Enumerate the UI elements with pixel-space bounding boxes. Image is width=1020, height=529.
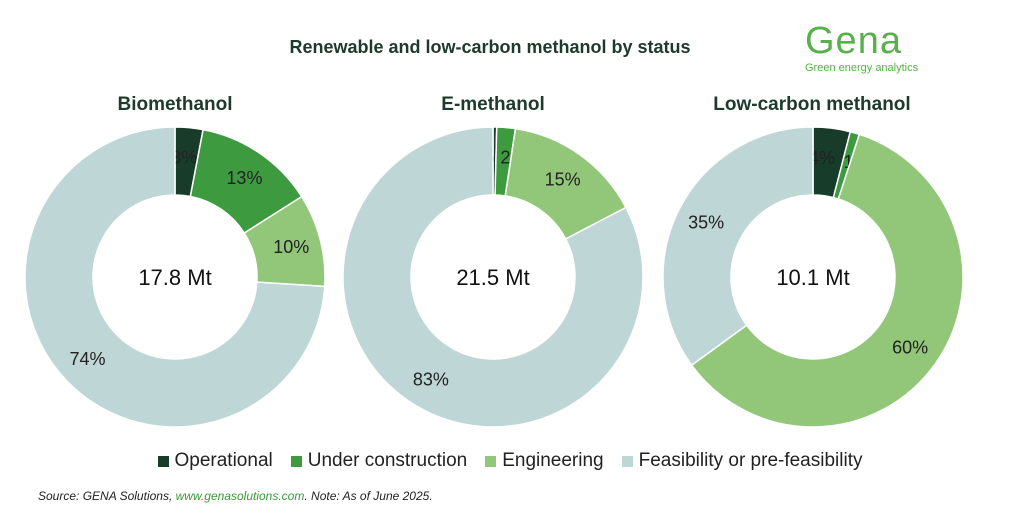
legend-label-feasibility: Feasibility or pre-feasibility [638, 450, 863, 471]
slice-low-carbon-methanol-engineering [690, 133, 964, 428]
data-label-low-carbon-methanol-feasibility: 35% [688, 213, 724, 233]
gena-logo: Gena Green energy analytics [805, 22, 930, 74]
data-label-biomethanol-under-construction: 13% [226, 168, 262, 188]
legend-item-feasibility: Feasibility or pre-feasibility [621, 450, 863, 472]
data-label-biomethanol-operational: 3% [171, 148, 197, 168]
legend-item-engineering: Engineering [485, 450, 604, 472]
legend-swatch-under-construction [290, 455, 302, 467]
source-prefix: Source: GENA Solutions, [38, 489, 176, 503]
slice-biomethanol-feasibility [24, 126, 326, 428]
chart-title-e-methanol: E-methanol [441, 94, 545, 115]
data-label-biomethanol-engineering: 10% [273, 237, 309, 257]
center-label-e-methanol: 21.5 Mt [456, 265, 529, 290]
center-label-low-carbon-methanol: 10.1 Mt [776, 265, 849, 290]
chart-title-biomethanol: Biomethanol [117, 94, 233, 115]
legend-swatch-feasibility [621, 455, 633, 467]
legend-item-under-construction: Under construction [290, 450, 468, 472]
source-link[interactable]: www.genasolutions.com [175, 489, 305, 503]
legend-label-operational: Operational [174, 450, 273, 471]
logo-tagline: Green energy analytics [805, 62, 919, 74]
logo-wordmark: Gena [805, 20, 902, 62]
legend-swatch-engineering [485, 455, 497, 467]
chart-title-low-carbon-methanol: Low-carbon methanol [713, 94, 911, 115]
center-label-biomethanol: 17.8 Mt [138, 265, 211, 290]
page-title: Renewable and low-carbon methanol by sta… [289, 37, 691, 57]
legend: Operational Under construction Engineeri… [0, 450, 1020, 472]
legend-label-engineering: Engineering [502, 450, 604, 471]
legend-item-operational: Operational [157, 450, 273, 472]
slice-low-carbon-methanol-feasibility [662, 126, 814, 367]
source-note: Source: GENA Solutions, www.genasolution… [38, 489, 433, 503]
data-label-e-methanol-feasibility: 83% [413, 370, 449, 390]
data-label-low-carbon-methanol-engineering: 60% [892, 338, 928, 358]
data-label-low-carbon-methanol-operational: 4% [809, 148, 835, 168]
legend-label-under-construction: Under construction [307, 450, 468, 471]
source-suffix: . Note: As of June 2025. [304, 489, 433, 503]
slice-e-methanol-feasibility [342, 126, 644, 428]
data-label-biomethanol-feasibility: 74% [70, 349, 106, 369]
data-label-e-methanol-engineering: 15% [545, 169, 581, 189]
legend-swatch-operational [157, 455, 169, 467]
